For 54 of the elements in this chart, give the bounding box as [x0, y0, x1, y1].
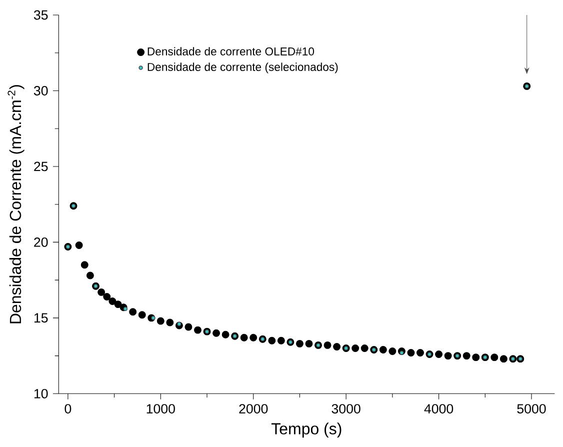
point	[166, 318, 174, 326]
point	[156, 317, 164, 325]
point	[360, 344, 368, 352]
y-tick-label: 15	[34, 313, 48, 323]
point	[416, 349, 424, 357]
legend-label: Densidade de corrente (selecionados)	[148, 62, 338, 74]
point	[108, 298, 116, 306]
point	[114, 300, 122, 308]
x-tick-label: 5000	[517, 404, 546, 414]
point	[177, 322, 182, 326]
point	[98, 288, 106, 296]
point	[472, 354, 480, 362]
point	[212, 329, 220, 337]
point	[462, 352, 470, 360]
y-tick-label: 10	[34, 388, 48, 398]
point	[388, 348, 396, 355]
point	[80, 261, 88, 269]
point	[103, 292, 111, 300]
point	[129, 308, 137, 316]
y-tick-label: 20	[34, 237, 48, 247]
legend-label: Densidade de corrente OLED#10	[148, 47, 314, 56]
point	[333, 342, 341, 350]
point	[86, 272, 94, 280]
point	[407, 349, 415, 357]
point	[222, 330, 230, 338]
point	[277, 336, 285, 344]
point	[379, 346, 387, 354]
point	[490, 354, 498, 362]
x-axis-title: Tempo (s)	[271, 422, 342, 438]
point	[151, 316, 156, 320]
x-tick-label: 3000	[332, 404, 360, 414]
x-tick-label: 0	[64, 404, 72, 414]
point	[444, 352, 452, 360]
y-tick-label: 35	[34, 10, 48, 20]
point	[435, 350, 443, 358]
point	[250, 334, 258, 342]
point	[324, 341, 332, 349]
point	[75, 241, 83, 249]
point	[240, 334, 248, 342]
point	[352, 344, 360, 352]
point	[138, 311, 146, 319]
point	[296, 340, 304, 348]
x-tick-label: 1000	[146, 404, 175, 414]
y-tick-label: 25	[34, 162, 48, 172]
point	[194, 326, 202, 334]
y-axis-title: Densidade de Corrente (mA.cm$^{-2}$)	[8, 85, 24, 324]
y-tick-label: 30	[34, 86, 48, 96]
x-tick-label: 2000	[239, 404, 268, 414]
point	[268, 336, 276, 344]
point	[305, 340, 313, 348]
point	[500, 355, 508, 363]
point	[123, 306, 128, 311]
x-tick-label: 4000	[424, 404, 454, 414]
point	[184, 323, 192, 331]
